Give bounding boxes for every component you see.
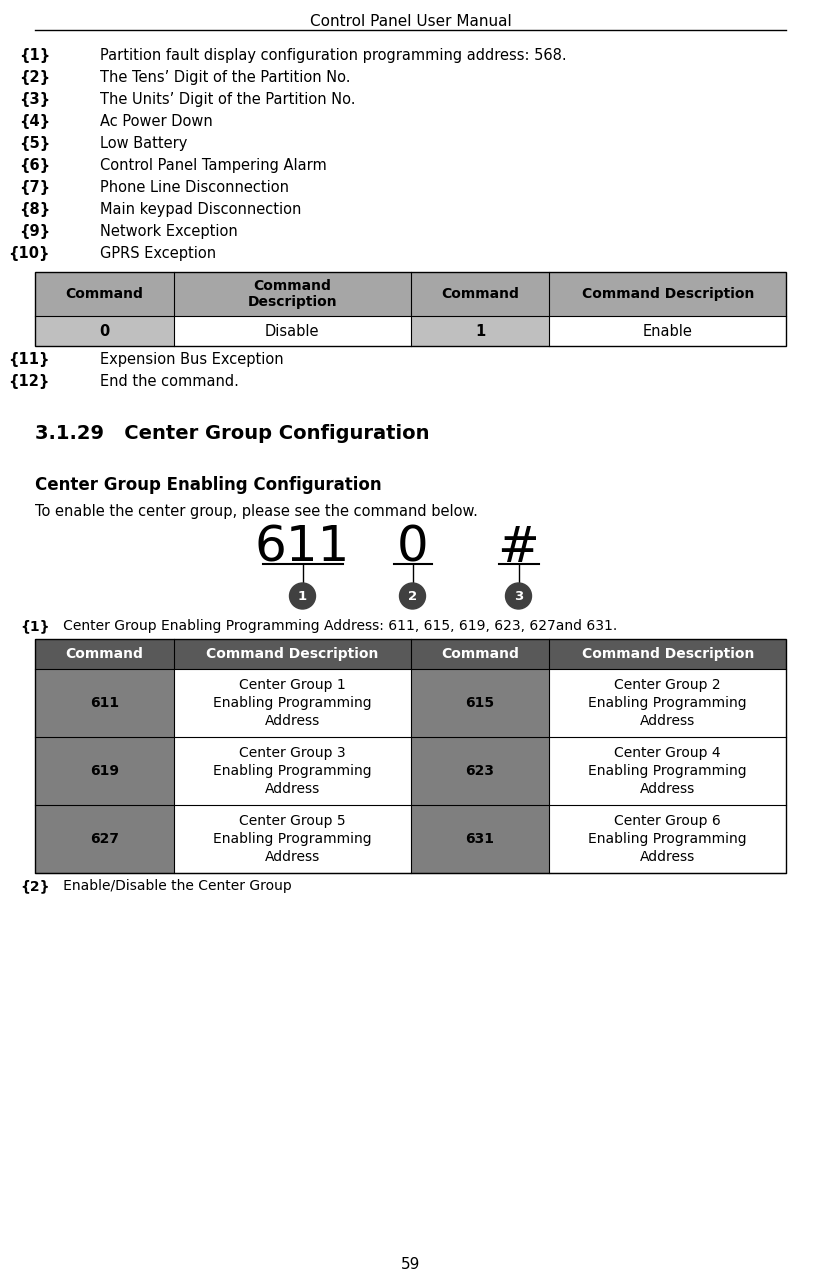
Text: Command Description: Command Description (206, 647, 378, 661)
Bar (410, 639, 549, 669)
Bar (174, 805, 410, 873)
Text: 631: 631 (466, 832, 494, 846)
Bar (174, 669, 410, 737)
Circle shape (506, 583, 531, 610)
Text: 59: 59 (401, 1256, 420, 1272)
Text: {1}: {1} (21, 619, 50, 633)
Bar (35, 805, 174, 873)
Text: Phone Line Disconnection: Phone Line Disconnection (100, 180, 289, 195)
Text: Command Description: Command Description (581, 287, 754, 301)
Bar (174, 273, 410, 316)
Text: Ac Power Down: Ac Power Down (100, 114, 213, 129)
Text: 623: 623 (466, 764, 494, 778)
Text: {1}: {1} (19, 48, 50, 63)
Text: Control Panel User Manual: Control Panel User Manual (310, 14, 511, 30)
Text: 3: 3 (514, 589, 523, 603)
Bar (35, 669, 174, 737)
Text: {9}: {9} (19, 224, 50, 239)
Bar (549, 669, 786, 737)
Text: 1: 1 (298, 589, 307, 603)
Text: Center Group 1
Enabling Programming
Address: Center Group 1 Enabling Programming Addr… (213, 678, 372, 728)
Text: 0: 0 (99, 324, 109, 338)
Text: Center Group Enabling Configuration: Center Group Enabling Configuration (35, 476, 382, 494)
Text: Center Group 4
Enabling Programming
Address: Center Group 4 Enabling Programming Addr… (589, 746, 747, 796)
Text: Center Group Enabling Programming Address: 611, 615, 619, 623, 627and 631.: Center Group Enabling Programming Addres… (50, 619, 617, 633)
Text: {5}: {5} (19, 136, 50, 150)
Text: End the command.: End the command. (100, 374, 239, 388)
Text: {7}: {7} (19, 180, 50, 195)
Text: Command: Command (441, 287, 519, 301)
Circle shape (400, 583, 425, 610)
Bar (410, 669, 549, 737)
Text: Enable/Disable the Center Group: Enable/Disable the Center Group (50, 880, 291, 892)
Text: Partition fault display configuration programming address: 568.: Partition fault display configuration pr… (100, 48, 566, 63)
Text: Command: Command (441, 647, 519, 661)
Bar (174, 639, 410, 669)
Bar (410, 273, 549, 316)
Text: 3.1.29   Center Group Configuration: 3.1.29 Center Group Configuration (35, 424, 429, 442)
Bar (174, 737, 410, 805)
Bar (549, 639, 786, 669)
Bar (35, 639, 786, 873)
Bar (549, 805, 786, 873)
Text: The Tens’ Digit of the Partition No.: The Tens’ Digit of the Partition No. (100, 69, 351, 85)
Text: Low Battery: Low Battery (100, 136, 187, 150)
Text: 619: 619 (90, 764, 119, 778)
Text: {12}: {12} (9, 374, 50, 388)
Text: {10}: {10} (8, 246, 50, 261)
Text: The Units’ Digit of the Partition No.: The Units’ Digit of the Partition No. (100, 93, 355, 107)
Text: Center Group 6
Enabling Programming
Address: Center Group 6 Enabling Programming Addr… (589, 814, 747, 864)
Text: Center Group 2
Enabling Programming
Address: Center Group 2 Enabling Programming Addr… (589, 678, 747, 728)
Bar (35, 737, 174, 805)
Text: Center Group 3
Enabling Programming
Address: Center Group 3 Enabling Programming Addr… (213, 746, 372, 796)
Text: 1: 1 (475, 324, 485, 338)
Text: 611: 611 (255, 523, 351, 572)
Bar (410, 737, 549, 805)
Text: Expension Bus Exception: Expension Bus Exception (100, 352, 283, 367)
Bar (35, 316, 174, 346)
Text: 2: 2 (408, 589, 417, 603)
Text: {4}: {4} (19, 114, 50, 129)
Text: 611: 611 (90, 696, 119, 710)
Bar (549, 273, 786, 316)
Text: {3}: {3} (19, 93, 50, 107)
Text: 627: 627 (90, 832, 119, 846)
Text: {2}: {2} (21, 880, 50, 892)
Text: Center Group 5
Enabling Programming
Address: Center Group 5 Enabling Programming Addr… (213, 814, 372, 864)
Text: Command Description: Command Description (581, 647, 754, 661)
Bar (410, 316, 549, 346)
Bar (410, 805, 549, 873)
Bar (174, 316, 410, 346)
Text: Enable: Enable (643, 324, 693, 338)
Text: {6}: {6} (19, 158, 50, 174)
Text: {11}: {11} (8, 352, 50, 367)
Text: GPRS Exception: GPRS Exception (100, 246, 216, 261)
Text: {2}: {2} (19, 69, 50, 85)
Bar (35, 273, 786, 346)
Bar (35, 639, 174, 669)
Text: 0: 0 (397, 523, 429, 572)
Text: Command: Command (66, 287, 144, 301)
Text: Control Panel Tampering Alarm: Control Panel Tampering Alarm (100, 158, 327, 174)
Text: #: # (498, 523, 539, 572)
Text: Command: Command (66, 647, 144, 661)
Circle shape (290, 583, 315, 610)
Text: Disable: Disable (265, 324, 319, 338)
Text: Network Exception: Network Exception (100, 224, 238, 239)
Text: Command
Description: Command Description (247, 279, 337, 309)
Bar (35, 273, 174, 316)
Text: {8}: {8} (19, 202, 50, 217)
Text: 615: 615 (466, 696, 494, 710)
Text: To enable the center group, please see the command below.: To enable the center group, please see t… (35, 504, 478, 520)
Bar (549, 737, 786, 805)
Bar (549, 316, 786, 346)
Text: Main keypad Disconnection: Main keypad Disconnection (100, 202, 301, 217)
